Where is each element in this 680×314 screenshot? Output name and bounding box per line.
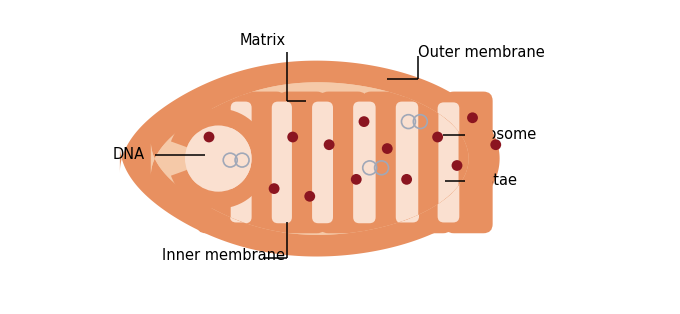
- FancyBboxPatch shape: [438, 102, 459, 223]
- Text: DNA: DNA: [112, 147, 144, 162]
- FancyBboxPatch shape: [278, 92, 326, 233]
- Text: Matrix: Matrix: [240, 34, 286, 48]
- FancyBboxPatch shape: [197, 92, 245, 233]
- Circle shape: [490, 139, 501, 150]
- Text: Ribosome: Ribosome: [464, 127, 537, 142]
- FancyBboxPatch shape: [362, 92, 410, 233]
- Text: Inner membrane: Inner membrane: [163, 247, 286, 263]
- Circle shape: [351, 174, 362, 185]
- FancyBboxPatch shape: [230, 102, 252, 223]
- FancyBboxPatch shape: [362, 92, 410, 233]
- Circle shape: [287, 132, 298, 143]
- Circle shape: [382, 143, 392, 154]
- FancyBboxPatch shape: [238, 92, 286, 233]
- FancyBboxPatch shape: [353, 102, 375, 223]
- FancyBboxPatch shape: [439, 102, 458, 223]
- FancyBboxPatch shape: [231, 102, 252, 223]
- Circle shape: [467, 112, 478, 123]
- Circle shape: [452, 160, 462, 171]
- FancyBboxPatch shape: [311, 102, 334, 223]
- FancyBboxPatch shape: [319, 92, 367, 233]
- Polygon shape: [151, 82, 469, 235]
- FancyBboxPatch shape: [272, 102, 292, 223]
- Polygon shape: [120, 61, 500, 257]
- Circle shape: [401, 174, 412, 185]
- Circle shape: [358, 116, 369, 127]
- FancyBboxPatch shape: [395, 102, 419, 223]
- Circle shape: [324, 139, 335, 150]
- Circle shape: [269, 183, 279, 194]
- FancyBboxPatch shape: [405, 92, 452, 233]
- Wedge shape: [171, 109, 269, 208]
- FancyBboxPatch shape: [271, 102, 292, 223]
- FancyBboxPatch shape: [405, 92, 452, 233]
- FancyBboxPatch shape: [445, 92, 492, 233]
- FancyBboxPatch shape: [319, 92, 367, 233]
- FancyBboxPatch shape: [352, 102, 377, 223]
- Circle shape: [203, 132, 214, 143]
- Circle shape: [305, 191, 315, 202]
- Polygon shape: [151, 82, 469, 235]
- Text: Outer membrane: Outer membrane: [418, 45, 545, 60]
- FancyBboxPatch shape: [396, 102, 418, 223]
- Circle shape: [432, 132, 443, 143]
- Circle shape: [185, 126, 252, 192]
- Text: Cristae: Cristae: [464, 173, 517, 188]
- FancyBboxPatch shape: [312, 102, 333, 223]
- FancyBboxPatch shape: [445, 92, 492, 233]
- FancyBboxPatch shape: [238, 92, 286, 233]
- FancyBboxPatch shape: [278, 92, 326, 233]
- FancyBboxPatch shape: [197, 92, 245, 233]
